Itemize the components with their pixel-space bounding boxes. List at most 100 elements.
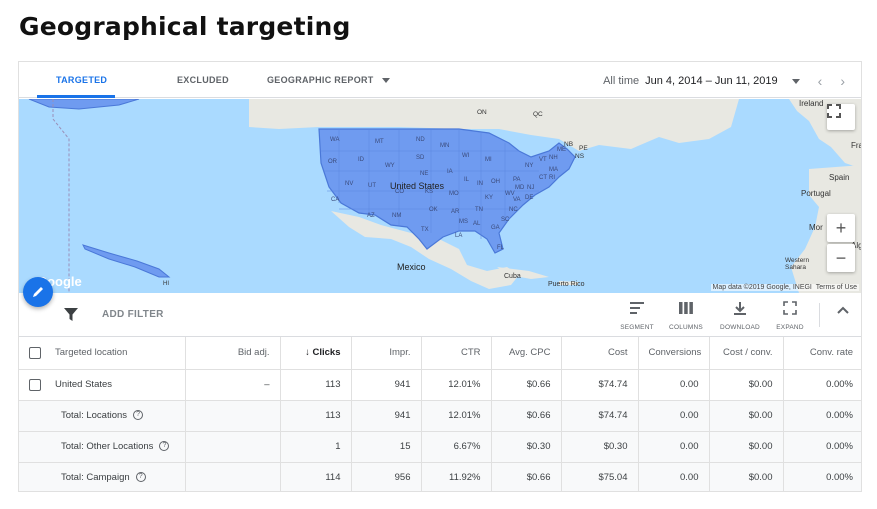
map-label-united-states: United States <box>390 181 445 191</box>
state-label: UT <box>368 183 376 189</box>
state-label: AZ <box>367 213 375 219</box>
bid-adj-cell[interactable]: – <box>185 369 281 401</box>
segment-label: SEGMENT <box>620 324 654 331</box>
state-label: IN <box>477 181 483 187</box>
state-label: RI <box>549 175 555 181</box>
column-header-cost-per-conv[interactable]: Cost / conv. <box>709 337 784 370</box>
edit-locations-button[interactable] <box>23 277 53 307</box>
alaska-shape <box>28 99 140 110</box>
date-range-picker[interactable]: All time Jun 4, 2014 – Jun 11, 2019 ‹ › <box>603 73 845 89</box>
map-label-western-sahara: Western Sahara <box>785 257 810 271</box>
clicks-cell: 113 <box>280 400 352 432</box>
state-label: MN <box>440 143 450 149</box>
state-label: NJ <box>527 185 535 191</box>
sort-descending-icon: ↓ <box>305 347 310 359</box>
state-label: TX <box>421 227 429 233</box>
state-label: FL <box>497 245 505 251</box>
total-row-locations: Total: Locations? 113 941 12.01% $0.66 $… <box>19 400 861 432</box>
cost-per-conv-cell: $0.00 <box>709 400 784 432</box>
map-label-puerto-rico: Puerto Rico <box>548 281 585 288</box>
map-view[interactable]: WA MT ND MN OR ID SD WI MI WY NE IA NV U… <box>19 99 861 293</box>
columns-button[interactable]: COLUMNS <box>664 301 708 331</box>
column-header-location[interactable]: Targeted location <box>19 337 186 370</box>
column-header-clicks[interactable]: ↓ Clicks <box>280 337 352 370</box>
state-label: CO <box>395 189 404 195</box>
ctr-cell: 6.67% <box>421 431 492 463</box>
state-label: NH <box>549 155 558 161</box>
conv-rate-cell: 0.00% <box>783 431 861 463</box>
column-header-avg-cpc[interactable]: Avg. CPC <box>491 337 562 370</box>
add-filter-button[interactable]: ADD FILTER <box>102 309 164 320</box>
row-checkbox[interactable] <box>29 378 41 391</box>
date-dropdown-icon[interactable] <box>791 78 800 84</box>
help-icon[interactable]: ? <box>159 441 170 452</box>
map-label-portugal: Portugal <box>801 189 831 198</box>
state-label: NV <box>345 181 354 187</box>
state-label: WI <box>462 153 470 159</box>
segment-button[interactable]: SEGMENT <box>615 301 659 331</box>
locations-table: Targeted location Bid adj. ↓ Clicks Impr… <box>19 337 861 491</box>
tab-geographic-report[interactable]: GEOGRAPHIC REPORT <box>267 75 390 85</box>
map-label-spain: Spain <box>829 173 850 182</box>
column-header-bid-adj[interactable]: Bid adj. <box>185 337 281 370</box>
fullscreen-button[interactable] <box>827 104 855 130</box>
date-range-prefix: All time <box>603 75 640 87</box>
state-label: IL <box>464 177 470 183</box>
pencil-icon <box>33 287 43 297</box>
zoom-out-button[interactable]: − <box>827 244 855 272</box>
ctr-cell: 11.92% <box>421 462 492 491</box>
columns-label: COLUMNS <box>669 324 703 331</box>
expand-icon <box>783 301 797 315</box>
cuba-land <box>497 267 549 279</box>
avg-cpc-cell: $0.66 <box>491 462 562 491</box>
cost-per-conv-cell: $0.00 <box>709 369 784 401</box>
state-label: OK <box>429 207 438 213</box>
map-label-hi: HI <box>163 281 169 287</box>
tab-excluded[interactable]: EXCLUDED <box>177 75 229 85</box>
map-label-on: ON <box>477 109 487 116</box>
state-label: OH <box>491 179 500 185</box>
tab-targeted[interactable]: TARGETED <box>56 75 108 85</box>
expand-button[interactable]: EXPAND <box>768 301 812 331</box>
zoom-in-button[interactable]: + <box>827 214 855 242</box>
column-header-cost[interactable]: Cost <box>561 337 639 370</box>
canada-land <box>249 99 739 151</box>
bid-adj-cell <box>185 462 281 491</box>
terms-of-use-link[interactable]: Terms of Use <box>815 284 857 291</box>
cost-cell: $75.04 <box>561 462 639 491</box>
help-icon[interactable]: ? <box>135 472 146 483</box>
ctr-cell: 12.01% <box>421 400 492 432</box>
download-button[interactable]: DOWNLOAD <box>718 301 762 331</box>
avg-cpc-cell: $0.66 <box>491 400 562 432</box>
conv-rate-cell: 0.00% <box>783 369 861 401</box>
chevron-up-icon[interactable] <box>837 305 849 315</box>
map-label-qc: QC <box>533 111 543 118</box>
state-label: NM <box>392 213 402 219</box>
conversions-cell: 0.00 <box>638 431 710 463</box>
column-header-conv-rate[interactable]: Conv. rate <box>783 337 861 370</box>
select-all-checkbox[interactable] <box>29 346 41 359</box>
column-header-ctr[interactable]: CTR <box>421 337 492 370</box>
table-toolbar: ADD FILTER SEGMENT COLUMNS DOWNLOAD EXPA… <box>19 293 861 337</box>
impr-cell: 941 <box>351 400 422 432</box>
state-label: MS <box>459 219 468 225</box>
state-label: CT <box>539 175 547 181</box>
column-header-impr[interactable]: Impr. <box>351 337 422 370</box>
state-label: VA <box>513 197 521 203</box>
map-label-pe: PE <box>579 145 588 152</box>
cost-per-conv-cell: $0.00 <box>709 462 784 491</box>
bid-adj-cell <box>185 400 281 432</box>
map-label-ns: NS <box>575 153 585 160</box>
filter-icon[interactable] <box>64 308 78 321</box>
state-label: ID <box>358 157 364 163</box>
state-label: WY <box>385 163 395 169</box>
caribbean-island <box>559 281 579 285</box>
column-header-conversions[interactable]: Conversions <box>638 337 710 370</box>
help-icon[interactable]: ? <box>133 410 144 421</box>
state-label: TN <box>475 207 483 213</box>
state-label: CA <box>331 197 340 203</box>
chevron-left-icon[interactable]: ‹ <box>817 73 823 89</box>
chevron-right-icon[interactable]: › <box>840 73 845 89</box>
location-cell: United States <box>19 369 186 401</box>
plus-icon: + <box>835 217 847 238</box>
